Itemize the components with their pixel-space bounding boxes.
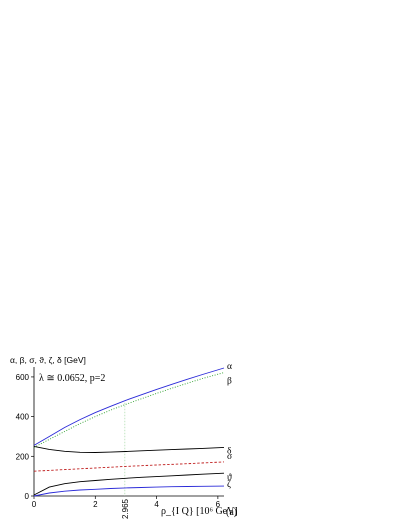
series-label-4: σ xyxy=(227,452,232,462)
panel-label: (a) xyxy=(226,507,237,518)
y-tick-label: 600 xyxy=(16,373,30,382)
x-tick-label: 4 xyxy=(154,500,159,509)
y-tick-label: 0 xyxy=(25,492,30,501)
chart-annotation: λ ≅ 0.0652, p=2 xyxy=(39,373,105,384)
y-axis-ticks: 0 200 400 600 xyxy=(16,373,34,501)
series-line-2 xyxy=(33,372,225,448)
y-axis-label: α, β, σ, ϑ, ζ, δ [GeV] xyxy=(10,355,86,365)
plot-area: 0 200 400 600 0 2 4 6 2.965 αβ δσ ϑζ xyxy=(16,362,232,519)
y-tick-label: 400 xyxy=(16,413,30,422)
x-axis-ticks: 0 2 4 6 xyxy=(32,496,221,509)
series-line-1 xyxy=(33,367,225,446)
series-label-1: α xyxy=(227,362,232,372)
series-line-4 xyxy=(33,461,225,472)
series-label-5: ϑ xyxy=(227,473,232,483)
series-line-6 xyxy=(33,485,225,497)
series-label-3: δ xyxy=(227,446,232,456)
series-line-5 xyxy=(33,472,225,496)
x-tick-label: 2 xyxy=(93,500,98,509)
marker-tick-label: 2.965 xyxy=(121,498,130,519)
x-marker: 2.965 xyxy=(121,402,130,519)
series-label-2: β xyxy=(227,377,232,387)
x-tick-label: 0 xyxy=(32,500,37,509)
series-label-6: ζ xyxy=(227,479,231,490)
series-labels: αβ δσ ϑζ xyxy=(227,362,232,490)
x-tick-label: 6 xyxy=(216,500,221,509)
y-tick-label: 200 xyxy=(16,452,30,461)
series-line-3 xyxy=(33,445,225,453)
series-lines xyxy=(33,367,225,497)
x-axis-label: ρ_{I Q} [10⁶ GeV] xyxy=(161,506,238,517)
